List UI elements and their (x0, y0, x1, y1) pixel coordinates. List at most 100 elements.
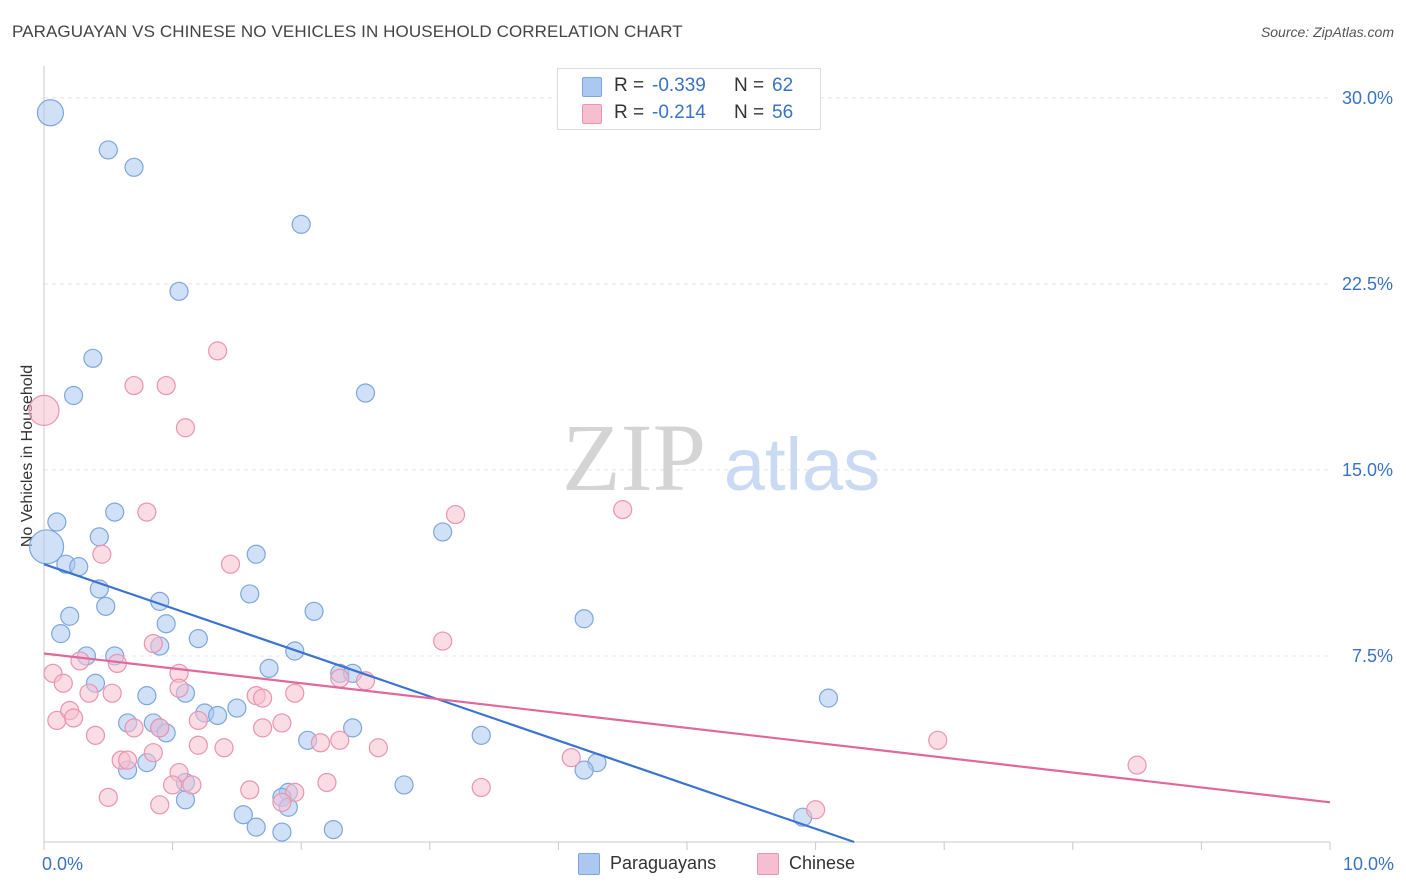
chinese-point (150, 795, 170, 815)
chinese-point (310, 733, 331, 753)
chinese-point (188, 710, 208, 731)
chart-title: PARAGUAYAN VS CHINESE NO VEHICLES IN HOU… (12, 22, 683, 41)
chinese-point (156, 375, 176, 396)
paraguayans-point (433, 522, 453, 542)
chinese-point (561, 748, 581, 768)
chinese-point (175, 418, 196, 438)
paraguayans-point (124, 157, 144, 177)
paraguayans-point (233, 805, 253, 825)
axes (43, 66, 1331, 850)
chinese-point (272, 792, 292, 812)
chinese-point (613, 500, 633, 520)
paraguayans-point (574, 609, 594, 629)
paraguayans-point (355, 383, 376, 403)
y-tick-label: 30.0% (1342, 88, 1393, 108)
paraguayans-point (60, 606, 80, 626)
chinese-point (928, 730, 948, 750)
chinese-point (79, 683, 99, 703)
chinese-point (182, 775, 202, 795)
r-label: R = (614, 102, 645, 123)
chinese-point (253, 718, 273, 738)
paraguayans-legend-swatch (578, 853, 600, 875)
paraguayans-point (246, 544, 266, 564)
n-value: 56 (772, 102, 794, 123)
chinese-point (28, 394, 60, 426)
paraguayans-point (96, 596, 116, 616)
r-label: R = (614, 75, 645, 96)
paraguayans-point (272, 822, 292, 842)
paraguayans-point (304, 601, 324, 621)
chinese-point (85, 725, 106, 745)
chinese-point (53, 673, 73, 693)
chinese-point (445, 504, 466, 525)
chinese-point (208, 341, 228, 361)
y-tick-label: 15.0% (1342, 460, 1393, 480)
chinese-point (272, 713, 292, 733)
chinese-point (63, 708, 84, 728)
chinese-point (102, 683, 122, 703)
chinese-point (471, 777, 491, 798)
watermark-atlas: atlas (724, 423, 880, 506)
grid-lines (44, 97, 1330, 657)
chinese-point (98, 787, 118, 807)
y-tick-label: 7.5% (1352, 646, 1393, 666)
chinese-point (368, 738, 388, 758)
r-value: -0.339 (652, 75, 706, 96)
tick-labels: 7.5% 15.0% 22.5% 30.0% 0.0% 10.0% (42, 88, 1394, 874)
x-tick-label: 0.0% (42, 854, 83, 874)
paraguayans-point (818, 688, 839, 708)
y-tick-label: 22.5% (1342, 274, 1393, 294)
chinese-point (117, 750, 138, 770)
paraguayans-swatch (582, 77, 602, 97)
chinese-point (805, 800, 826, 820)
paraguayans-point (246, 817, 266, 837)
chinese-swatch (582, 104, 602, 124)
chinese-point (214, 738, 234, 758)
paraguayans-point (169, 281, 189, 301)
chinese-point (240, 780, 260, 800)
paraguayans-point (323, 819, 343, 840)
chinese-point (433, 631, 453, 651)
n-label: N = (734, 102, 765, 123)
paraguayans-point (156, 614, 176, 634)
watermark: ZIP atlas (562, 404, 880, 511)
chinese-point (150, 718, 170, 738)
paraguayans-point (47, 512, 67, 532)
chinese-legend-swatch (757, 853, 779, 875)
paraguayans-point (83, 348, 103, 368)
chinese-point (285, 782, 305, 802)
chinese-point (330, 730, 350, 750)
chinese-point (70, 651, 90, 671)
correlation-stats-box: R = -0.339 N = 62 R = -0.214 N = 56 (557, 68, 821, 130)
chinese-point (143, 633, 163, 654)
paraguayans-point (36, 99, 65, 127)
paraguayans-point (89, 527, 109, 547)
chinese-point (285, 683, 305, 703)
legend-label: Chinese (789, 853, 856, 873)
chinese-point (330, 668, 350, 688)
watermark-zip: ZIP (562, 404, 706, 511)
chinese-point (253, 688, 273, 708)
chinese-point (317, 772, 337, 793)
paraguayans-point (343, 718, 363, 738)
chinese-point (92, 544, 112, 564)
chinese-point (1127, 755, 1147, 775)
paraguayans-point (574, 760, 594, 780)
paraguayans-point (259, 658, 279, 678)
chinese-point (163, 775, 183, 795)
n-label: N = (734, 75, 765, 96)
chinese-point (169, 678, 189, 698)
chinese-point (220, 554, 241, 574)
chinese-trend-line (43, 652, 1331, 804)
chinese-point (124, 718, 144, 738)
paraguayans-trend-line (43, 563, 855, 844)
paraguayans-point (137, 686, 157, 706)
source-credit: Source: ZipAtlas.com (1260, 24, 1394, 40)
paraguayans-point (105, 502, 125, 522)
legend-label: Paraguayans (610, 853, 717, 873)
x-tick-label: 10.0% (1343, 854, 1394, 874)
paraguayans-point (208, 705, 228, 726)
chinese-point (137, 502, 157, 522)
paraguayans-point (63, 385, 84, 406)
